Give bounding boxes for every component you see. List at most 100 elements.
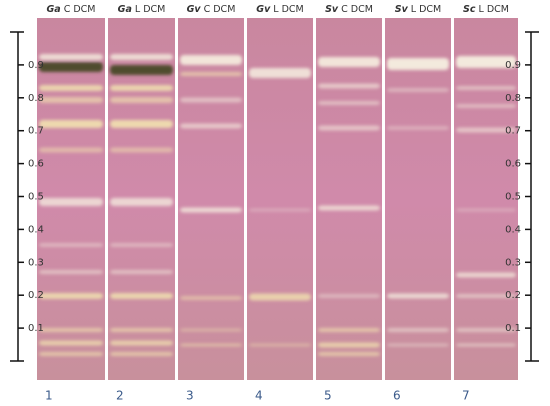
band <box>39 97 103 103</box>
band <box>456 328 516 332</box>
condition: C DCM <box>341 4 373 15</box>
band <box>180 72 242 76</box>
band <box>110 328 173 332</box>
lane-separator <box>175 18 178 380</box>
lane-separator <box>382 18 385 380</box>
band <box>318 205 380 211</box>
band <box>456 294 516 298</box>
tick-label: 0.4 <box>505 224 521 235</box>
tick-label: 0.3 <box>28 257 44 268</box>
band <box>456 272 516 278</box>
band <box>180 207 242 213</box>
band <box>110 270 173 274</box>
condition: L DCM <box>479 4 509 15</box>
band <box>456 208 516 212</box>
lane-separator <box>451 18 454 380</box>
band <box>110 352 173 356</box>
band <box>180 296 242 300</box>
tick-label: 0.8 <box>28 93 44 104</box>
lane-label: Ga L DCM <box>118 4 166 15</box>
band <box>387 126 449 130</box>
tick-label: 0.2 <box>505 290 521 301</box>
band <box>180 343 242 347</box>
band <box>456 104 516 108</box>
band <box>110 340 173 346</box>
band <box>249 293 311 301</box>
species: Sv <box>325 4 339 15</box>
band <box>39 62 103 72</box>
band <box>318 57 380 67</box>
band <box>39 340 103 346</box>
band <box>110 147 173 153</box>
band <box>39 120 103 128</box>
lane-separator <box>244 18 247 380</box>
tick-label: 0.7 <box>28 126 44 137</box>
band <box>387 293 449 299</box>
band <box>318 342 380 348</box>
lane-label: Sc L DCM <box>463 4 509 15</box>
species: Sv <box>395 4 409 15</box>
lane-number: 5 <box>324 389 332 403</box>
band <box>39 147 103 153</box>
tick-label: 0.8 <box>505 93 521 104</box>
tick-label: 0.6 <box>28 159 44 170</box>
band <box>110 120 173 128</box>
lane-label: Sv L DCM <box>395 4 442 15</box>
band <box>39 270 103 274</box>
band <box>456 86 516 90</box>
lane-number: 1 <box>45 389 53 403</box>
condition: L DCM <box>273 4 303 15</box>
condition: L DCM <box>135 4 165 15</box>
band <box>110 65 173 75</box>
band <box>180 123 242 129</box>
lane-separator <box>313 18 316 380</box>
band <box>110 198 173 206</box>
tick-label: 0.9 <box>28 60 44 71</box>
tick-label: 0.1 <box>505 323 521 334</box>
tick-label: 0.1 <box>28 323 44 334</box>
band <box>249 208 311 212</box>
lane-label: Sv C DCM <box>325 4 373 15</box>
lane-number: 6 <box>393 389 401 403</box>
band <box>249 343 311 347</box>
lane-label: Ga C DCM <box>46 4 95 15</box>
band <box>318 125 380 131</box>
species: Gv <box>187 4 202 15</box>
tick-label: 0.6 <box>505 159 521 170</box>
band <box>318 328 380 332</box>
tick-label: 0.2 <box>28 290 44 301</box>
band <box>456 56 516 68</box>
band <box>110 85 173 91</box>
tick-label: 0.5 <box>505 192 521 203</box>
band <box>39 243 103 247</box>
band <box>318 294 380 298</box>
band <box>318 352 380 356</box>
band <box>39 328 103 332</box>
band <box>318 101 380 105</box>
tick-label: 0.5 <box>28 192 44 203</box>
lane-number: 7 <box>462 389 470 403</box>
species: Sc <box>463 4 476 15</box>
band <box>39 352 103 356</box>
condition: C DCM <box>204 4 236 15</box>
tick-label: 0.7 <box>505 126 521 137</box>
band <box>180 97 242 103</box>
band <box>180 55 242 65</box>
species: Ga <box>46 4 60 15</box>
band <box>180 328 242 332</box>
band <box>39 54 103 60</box>
band <box>110 293 173 299</box>
tick-label: 0.9 <box>505 60 521 71</box>
band <box>110 97 173 103</box>
lane-number: 4 <box>255 389 263 403</box>
species: Ga <box>118 4 132 15</box>
band <box>456 343 516 347</box>
band <box>387 88 449 92</box>
lane-number: 3 <box>186 389 194 403</box>
band <box>318 83 380 89</box>
lane-number: 2 <box>116 389 124 403</box>
band <box>110 243 173 247</box>
band <box>39 293 103 299</box>
band <box>39 85 103 91</box>
